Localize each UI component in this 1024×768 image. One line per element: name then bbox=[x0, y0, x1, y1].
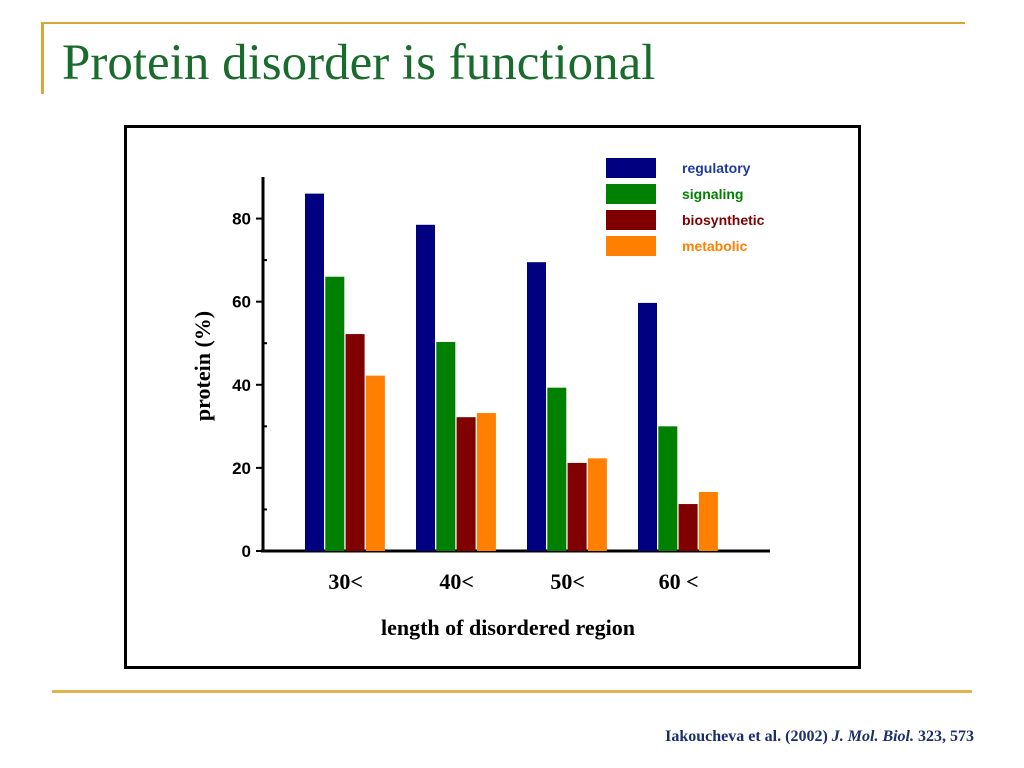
x-tick-label: 40< bbox=[439, 569, 474, 594]
legend-label-signaling: signaling bbox=[682, 186, 743, 202]
bar-biosynthetic bbox=[345, 334, 365, 551]
x-axis-title: length of disordered region bbox=[381, 615, 635, 640]
y-tick-label: 60 bbox=[232, 293, 251, 312]
legend-swatch-biosynthetic bbox=[606, 210, 656, 230]
y-axis: 0 20 40 60 80 bbox=[232, 177, 267, 561]
footer-divider-line bbox=[52, 690, 972, 693]
x-tick-label: 60 < bbox=[659, 569, 699, 594]
citation-journal: J. Mol. Biol. bbox=[831, 728, 914, 745]
legend-label-biosynthetic: biosynthetic bbox=[682, 212, 765, 228]
bar-signaling bbox=[436, 341, 456, 551]
legend-swatch-signaling bbox=[606, 184, 656, 204]
bar-signaling bbox=[325, 276, 345, 551]
citation-volume-pages: 323, 573 bbox=[918, 728, 974, 745]
legend-label-metabolic: metabolic bbox=[682, 238, 748, 254]
x-tick-label: 30< bbox=[328, 569, 363, 594]
citation: Iakoucheva et al. (2002) J. Mol. Biol. 3… bbox=[665, 728, 974, 746]
legend-label-regulatory: regulatory bbox=[682, 160, 751, 176]
y-tick-label: 40 bbox=[232, 376, 251, 395]
legend-swatch-metabolic bbox=[606, 236, 656, 256]
bar-biosynthetic bbox=[678, 504, 698, 551]
bar-metabolic bbox=[698, 491, 718, 551]
bar-metabolic bbox=[587, 458, 607, 551]
bar-biosynthetic bbox=[456, 417, 476, 551]
x-axis: 30< 40< 50< 60 < bbox=[261, 549, 770, 594]
y-axis-title: protein (%) bbox=[190, 311, 215, 421]
citation-authors: Iakoucheva et al. (2002) bbox=[665, 728, 828, 745]
bar-signaling bbox=[658, 426, 678, 551]
slide-title: Protein disorder is functional bbox=[62, 35, 656, 91]
bar-signaling bbox=[547, 387, 567, 551]
bar-chart: 0 20 40 60 80 30< 40< 50< 60 < regulatory signal… bbox=[190, 158, 770, 640]
chart-frame bbox=[124, 125, 861, 669]
y-tick-label: 20 bbox=[232, 459, 251, 478]
bar-metabolic bbox=[365, 375, 385, 551]
y-tick-label: 80 bbox=[232, 210, 251, 229]
bar-regulatory bbox=[416, 224, 435, 551]
bar-metabolic bbox=[476, 413, 496, 551]
bars bbox=[305, 193, 718, 551]
bar-biosynthetic bbox=[567, 462, 587, 551]
title-accent-horizontal-line bbox=[41, 22, 965, 24]
y-tick-label: 0 bbox=[242, 542, 251, 561]
bar-regulatory bbox=[527, 262, 546, 551]
bar-regulatory bbox=[305, 193, 324, 551]
legend: regulatory signaling biosynthetic metabolic bbox=[606, 158, 765, 256]
x-tick-label: 50< bbox=[550, 569, 585, 594]
legend-swatch-regulatory bbox=[606, 158, 656, 178]
bar-regulatory bbox=[638, 302, 657, 551]
title-accent-vertical-line bbox=[41, 22, 44, 94]
